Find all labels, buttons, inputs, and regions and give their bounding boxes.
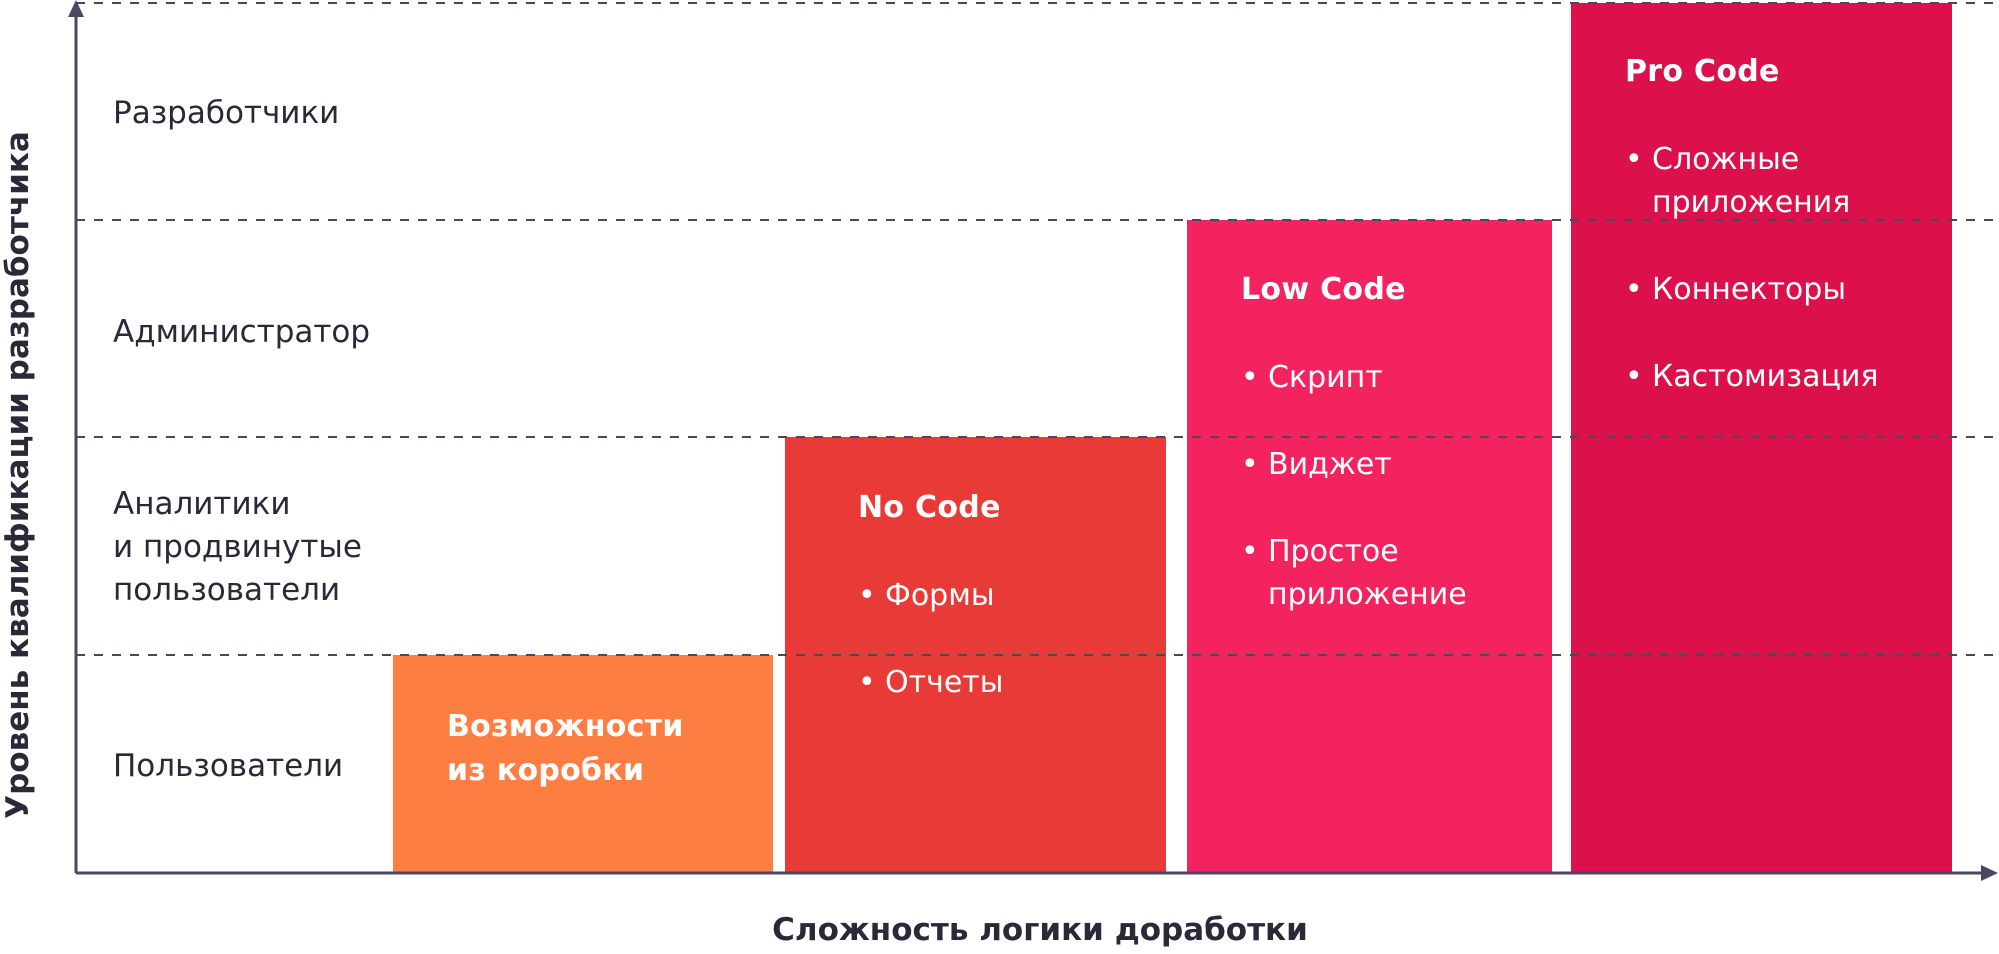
list-item-text: Скрипт (1268, 360, 1383, 395)
block-title: Pro Code (1625, 54, 1780, 89)
block-item-list: • Формы • Отчеты (858, 574, 1003, 704)
list-item: • Скрипт (1241, 356, 1467, 399)
block-low-code-content: Low Code • Скрипт • Виджет • Простое прилож… (1241, 268, 1467, 616)
list-item-text: Формы (885, 578, 995, 613)
block-no-code-content: No Code • Формы • Отчеты (858, 486, 1003, 704)
bullet-icon: • (1241, 534, 1259, 569)
y-axis-label: Уровень квалификации разработчика (0, 131, 36, 819)
block-item-list: • Сложные приложения • Коннекторы • Кастоми… (1625, 138, 1878, 398)
level-label-analysts: Аналитики и продвинутые пользователи (113, 486, 362, 608)
x-axis-label: Сложность логики доработки (772, 912, 1308, 948)
y-axis-arrow-icon (68, 0, 84, 17)
bullet-icon: • (1625, 359, 1643, 394)
bullet-icon: • (858, 578, 876, 613)
list-item: • Формы (858, 574, 1003, 617)
block-low-code (1187, 220, 1552, 873)
block-out-of-box (393, 655, 773, 873)
block-title: Low Code (1241, 272, 1406, 307)
list-item-text: Сложные приложения (1652, 142, 1851, 220)
block-pro-code-content: Pro Code • Сложные приложения • Коннекторы… (1625, 50, 1878, 398)
list-item-text: Виджет (1268, 447, 1392, 482)
block-out-of-box-content: Возможности из коробки (447, 705, 684, 793)
block-pro-code (1571, 3, 1952, 873)
list-item: • Коннекторы (1625, 268, 1878, 311)
level-label-users: Пользователи (113, 748, 344, 784)
bullet-icon: • (858, 665, 876, 700)
block-item-list: • Скрипт • Виджет • Простое приложение (1241, 356, 1467, 616)
bullet-icon: • (1241, 360, 1259, 395)
level-label-developers: Разработчики (113, 95, 340, 131)
bullet-icon: • (1625, 142, 1643, 177)
level-label-administrator: Администратор (113, 314, 371, 350)
x-axis-arrow-icon (1981, 865, 1998, 881)
block-title: Возможности из коробки (447, 709, 684, 788)
list-item: • Простое приложение (1241, 530, 1467, 616)
block-title: No Code (858, 490, 1001, 525)
list-item: • Отчеты (858, 661, 1003, 704)
list-item-text: Коннекторы (1652, 272, 1847, 307)
list-item-text: Кастомизация (1652, 359, 1879, 394)
list-item: • Сложные приложения (1625, 138, 1878, 224)
bullet-icon: • (1625, 272, 1643, 307)
list-item-text: Отчеты (885, 665, 1004, 700)
list-item-text: Простое приложение (1268, 534, 1467, 612)
list-item: • Виджет (1241, 443, 1467, 486)
bullet-icon: • (1241, 447, 1259, 482)
list-item: • Кастомизация (1625, 355, 1878, 398)
